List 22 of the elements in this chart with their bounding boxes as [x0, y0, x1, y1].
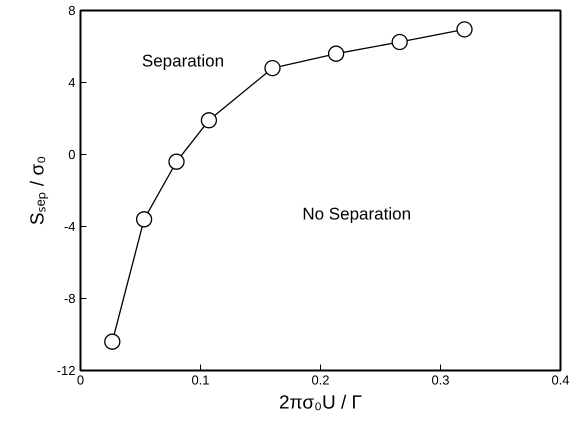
point — [264, 60, 281, 76]
y-tick-label: -4 — [64, 219, 76, 234]
point — [168, 154, 185, 170]
y-axis-title: Sₛₑₚ / σ₀ — [28, 156, 49, 226]
y-tick-label: 8 — [68, 3, 76, 18]
x-tick-label: 0.1 — [191, 372, 210, 388]
x-axis-title: 2πσ₀U / Γ — [278, 392, 362, 414]
point — [200, 112, 218, 128]
x-tick-label: 0.3 — [431, 372, 450, 388]
y-tick-label: 4 — [68, 75, 76, 90]
annotation: No Separation — [302, 204, 412, 224]
x-tick-label: 0.4 — [551, 372, 570, 388]
y-tick-label: -8 — [64, 291, 76, 306]
point — [456, 21, 473, 38]
point — [328, 46, 344, 62]
point — [136, 211, 152, 228]
point — [392, 34, 408, 50]
y-tick-label: -12 — [56, 363, 76, 378]
y-tick-label: 0 — [68, 147, 76, 162]
point — [104, 334, 120, 350]
annotation: Separation — [142, 52, 224, 71]
x-tick-label: 0.2 — [311, 372, 330, 388]
